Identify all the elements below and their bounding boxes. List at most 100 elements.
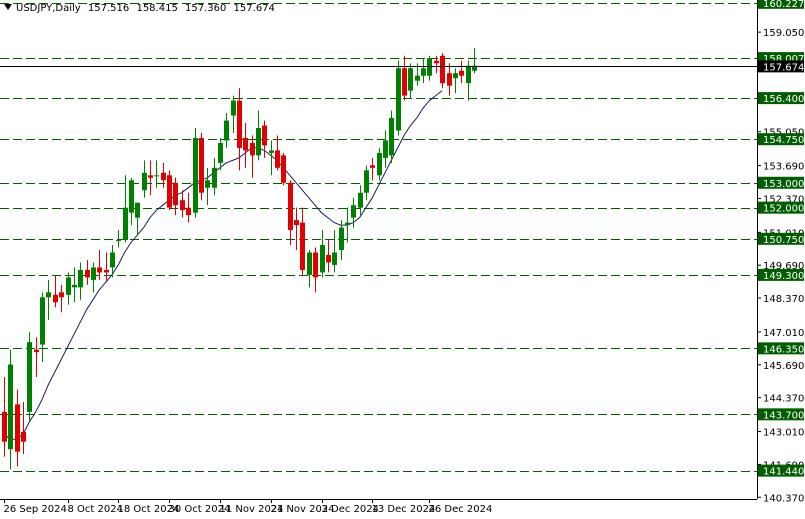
price-tick-label: 144.370 — [763, 394, 804, 405]
level-label-bg — [758, 0, 804, 9]
candle-bull — [135, 202, 140, 218]
candle-bear — [262, 125, 267, 146]
level-label: 156.400 — [763, 94, 804, 105]
candle-bear — [148, 175, 153, 178]
level-label: 158.007 — [763, 54, 804, 65]
time-tick-label: 30 Oct 2024 — [169, 504, 231, 515]
candle-bear — [85, 269, 90, 278]
candle-bull — [408, 68, 413, 91]
last-price-label: 157.674 — [763, 62, 804, 73]
price-tick-label: 159.050 — [763, 28, 804, 39]
candle-bull — [377, 152, 382, 176]
candle-bear — [53, 294, 58, 303]
price-axis: 159.050157.690156.330155.050153.690152.3… — [757, 0, 804, 504]
candle-bear — [167, 175, 172, 208]
chevron-down-icon[interactable] — [4, 4, 12, 10]
candle-bull — [72, 284, 77, 288]
candle-bull — [116, 240, 121, 242]
candle-bear — [313, 252, 318, 278]
candle-bull — [218, 142, 223, 163]
candle-bull — [142, 172, 147, 191]
candle-bull — [421, 68, 426, 76]
candle-bear — [402, 68, 407, 96]
level-label: 143.700 — [763, 410, 804, 421]
candle-bull — [332, 252, 337, 265]
price-tick-label: 145.690 — [763, 361, 804, 372]
candle-bull — [205, 180, 210, 188]
candle-bear — [326, 254, 331, 263]
candle-bull — [193, 137, 198, 213]
level-label-bg — [758, 176, 804, 189]
time-tick-label: 26 Sep 2024 — [4, 504, 67, 515]
candle-bear — [440, 55, 445, 84]
candle-bear — [288, 182, 293, 231]
candle-bull — [231, 100, 236, 116]
candle-bull — [212, 167, 217, 188]
high-value: 158.415 — [136, 3, 178, 14]
candle-bull — [256, 127, 261, 156]
level-label: 146.350 — [763, 344, 804, 355]
candle-bear — [186, 207, 191, 216]
level-label: 150.750 — [763, 235, 804, 246]
symbol-label: USDJPY,Daily — [16, 3, 81, 14]
candle-bull — [129, 180, 134, 213]
time-tick-label: 13 Dec 2024 — [372, 504, 436, 515]
candle-bull — [46, 292, 51, 298]
candle-bull — [466, 65, 471, 84]
candle-bear — [34, 349, 39, 353]
level-label-bg — [758, 268, 804, 281]
level-label-bg — [758, 408, 804, 421]
time-tick-label: 18 Oct 2024 — [118, 504, 180, 515]
price-tick-label: 152.370 — [763, 194, 804, 205]
candle-bear — [59, 292, 64, 298]
candle-bull — [351, 205, 356, 218]
price-tick-label: 143.010 — [763, 428, 804, 439]
level-label: 141.440 — [763, 467, 804, 478]
candle-bull — [453, 73, 458, 79]
candle-bear — [275, 150, 280, 168]
level-label: 149.300 — [763, 271, 804, 282]
level-label: 160.227 — [763, 0, 804, 10]
level-label: 154.750 — [763, 135, 804, 146]
price-tick-label: 148.370 — [763, 294, 804, 305]
candle-bull — [224, 120, 229, 141]
candle-bull — [78, 269, 83, 288]
candle-bear — [300, 222, 305, 270]
candle-bull — [307, 252, 312, 275]
candle-bear — [370, 165, 375, 168]
last-price-label-bg — [758, 60, 804, 73]
price-tick-label: 153.690 — [763, 162, 804, 173]
level-label-bg — [758, 232, 804, 245]
candle-bear — [104, 269, 109, 273]
price-tick-label: 149.690 — [763, 261, 804, 272]
candle-bull — [320, 245, 325, 273]
time-tick-label: 11 Nov 2024 — [220, 504, 284, 515]
candle-bear — [434, 60, 439, 64]
time-tick-label: 26 Dec 2024 — [429, 504, 493, 515]
low-value: 157.360 — [185, 3, 227, 14]
price-tick-label: 140.370 — [763, 493, 804, 504]
moving-average — [3, 90, 443, 440]
candle-bear — [281, 155, 286, 183]
level-label-bg — [758, 464, 804, 477]
time-tick-label: 3 Dec 2024 — [322, 504, 380, 515]
candle-bear — [173, 182, 178, 206]
candle-bull — [110, 252, 115, 268]
candles — [2, 48, 477, 470]
candle-bull — [27, 342, 32, 412]
candle-bull — [383, 140, 388, 158]
level-labels: 160.227 158.007 156.400 154.750 153.000 152.0… — [758, 0, 804, 478]
time-tick-label: 21 Nov 2024 — [271, 504, 335, 515]
candle-bull — [339, 227, 344, 250]
candle-bull — [358, 192, 363, 208]
candle-bear — [294, 220, 299, 226]
candle-bull — [389, 118, 394, 156]
candle-bear — [180, 200, 185, 211]
candle-bull — [269, 150, 274, 153]
level-label-bg — [758, 342, 804, 355]
candle-bull — [154, 175, 159, 177]
moving-average-line — [3, 90, 443, 440]
chart-header[interactable]: USDJPY,Daily 157.516 158.415 157.360 157… — [4, 3, 279, 14]
